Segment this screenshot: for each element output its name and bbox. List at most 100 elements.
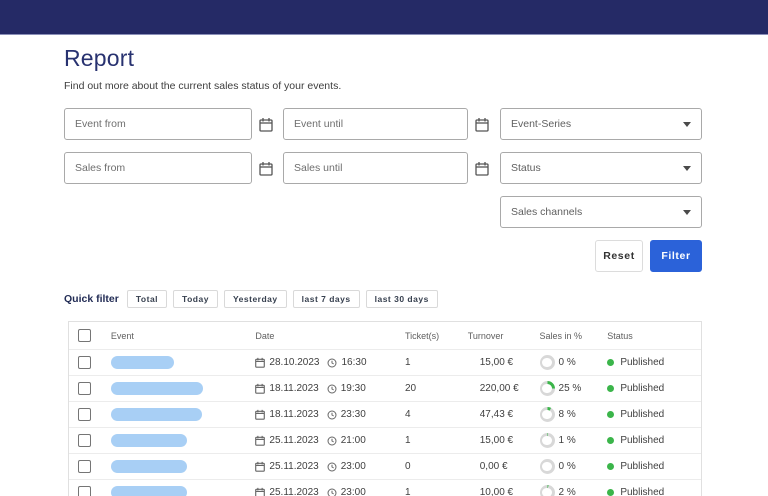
status-select-label: Status — [511, 162, 541, 174]
turnover-cell: 220,00 € — [479, 383, 519, 394]
event-time: 23:30 — [340, 409, 366, 420]
row-checkbox[interactable] — [78, 460, 91, 473]
sales-cell: 0 % — [539, 355, 608, 370]
quick-filter-today[interactable]: Today — [173, 290, 218, 308]
row-checkbox[interactable] — [78, 408, 91, 421]
status-dot-icon — [607, 463, 615, 470]
column-header-status: Status — [607, 330, 633, 341]
row-checkbox[interactable] — [78, 434, 91, 447]
column-header-event: Event — [110, 330, 134, 341]
sales-percent-label: 1 % — [558, 435, 576, 446]
turnover-cell: 15,00 € — [479, 435, 514, 446]
status-cell: Published — [607, 383, 701, 394]
sales-from-input[interactable] — [64, 152, 252, 184]
event-date: 28.10.2023 — [269, 357, 320, 368]
quick-filter-last-30-days[interactable]: last 30 days — [365, 290, 438, 308]
reset-button[interactable]: Reset — [595, 240, 643, 272]
top-nav-bar — [0, 0, 768, 35]
status-dot-icon — [607, 437, 615, 444]
event-cell — [110, 382, 256, 395]
spacer — [64, 196, 283, 228]
filter-button[interactable]: Filter — [650, 240, 702, 272]
sales-cell: 0 % — [539, 459, 608, 474]
calendar-icon[interactable] — [258, 160, 274, 176]
status-dot-icon — [607, 359, 615, 366]
sales-until-input[interactable] — [283, 152, 468, 184]
sales-cell: 8 % — [539, 407, 608, 422]
row-checkbox-cell — [69, 382, 111, 395]
page-title: Report — [64, 45, 135, 71]
status-cell: Published — [607, 409, 701, 420]
sales-cell: 1 % — [539, 433, 608, 448]
calendar-icon[interactable] — [474, 160, 490, 176]
status-select[interactable]: Status — [500, 152, 702, 184]
event-from-input[interactable] — [64, 108, 252, 140]
quick-filter-total[interactable]: Total — [126, 290, 168, 308]
column-header-tickets: Ticket(s) — [404, 330, 440, 341]
table-row: 18.11.2023 23:30 4 47,43 € 8 % Published — [69, 401, 701, 427]
turnover-cell: 15,00 € — [479, 357, 514, 368]
event-time: 16:30 — [341, 357, 367, 368]
date-cell: 18.11.2023 23:30 — [255, 409, 405, 420]
tickets-cell: 4 — [404, 409, 411, 420]
spacer — [283, 196, 500, 228]
select-all-checkbox[interactable] — [78, 329, 91, 342]
tickets-cell: 1 — [404, 435, 411, 446]
event-until-input[interactable] — [283, 108, 468, 140]
calendar-icon — [255, 383, 266, 394]
status-cell: Published — [607, 357, 701, 368]
calendar-icon — [255, 357, 266, 368]
sales-percent-label: 0 % — [558, 461, 576, 472]
calendar-icon — [255, 435, 266, 446]
quick-filter-yesterday[interactable]: Yesterday — [223, 290, 287, 308]
quick-filter-last-7-days[interactable]: last 7 days — [292, 290, 360, 308]
event-time: 23:00 — [340, 487, 366, 496]
table-row: 28.10.2023 16:30 1 15,00 € 0 % Published — [69, 349, 701, 375]
clock-icon — [327, 488, 337, 496]
quick-filter-label: Quick filter — [64, 293, 119, 305]
sales-percent-label: 8 % — [558, 409, 576, 420]
event-date: 25.11.2023 — [269, 461, 319, 472]
tickets-cell: 1 — [404, 487, 411, 496]
event-time: 19:30 — [340, 383, 366, 394]
row-checkbox[interactable] — [78, 382, 91, 395]
turnover-cell: 0,00 € — [479, 461, 508, 472]
event-time: 21:00 — [340, 435, 366, 446]
table-body: 28.10.2023 16:30 1 15,00 € 0 % Published — [69, 349, 701, 496]
calendar-icon — [255, 409, 266, 420]
row-checkbox-cell — [69, 460, 111, 473]
status-label: Published — [620, 357, 665, 368]
event-cell — [110, 408, 256, 421]
tickets-cell: 20 — [404, 383, 417, 394]
redacted-event-name — [110, 382, 203, 395]
event-date: 18.11.2023 — [269, 409, 319, 420]
calendar-icon[interactable] — [474, 116, 490, 132]
event-cell — [110, 434, 256, 447]
tickets-cell: 0 — [404, 461, 411, 472]
report-page: Report Find out more about the current s… — [0, 45, 702, 496]
calendar-icon — [255, 487, 266, 496]
table-row: 25.11.2023 21:00 1 15,00 € 1 % Published — [69, 427, 701, 453]
page-subtitle: Find out more about the current sales st… — [64, 80, 342, 92]
event-series-select[interactable]: Event-Series — [500, 108, 702, 140]
event-cell — [110, 460, 256, 473]
sales-progress-ring — [539, 433, 555, 448]
filter-actions: Reset Filter — [64, 240, 702, 272]
clock-icon — [327, 436, 337, 445]
event-until-field-wrap — [283, 108, 500, 140]
event-time: 23:00 — [340, 461, 366, 472]
status-cell: Published — [607, 461, 701, 472]
row-checkbox[interactable] — [78, 486, 91, 496]
date-cell: 25.11.2023 23:00 — [255, 461, 405, 472]
column-header-sales: Sales in % — [539, 330, 583, 341]
sales-progress-ring — [539, 485, 555, 496]
status-label: Published — [620, 461, 665, 472]
status-cell: Published — [607, 435, 701, 446]
chevron-down-icon — [683, 165, 691, 171]
sales-channels-select[interactable]: Sales channels — [500, 196, 702, 228]
sales-progress-ring — [539, 355, 555, 370]
status-dot-icon — [607, 411, 615, 418]
calendar-icon[interactable] — [258, 116, 274, 132]
row-checkbox[interactable] — [78, 356, 91, 369]
status-label: Published — [620, 409, 665, 420]
